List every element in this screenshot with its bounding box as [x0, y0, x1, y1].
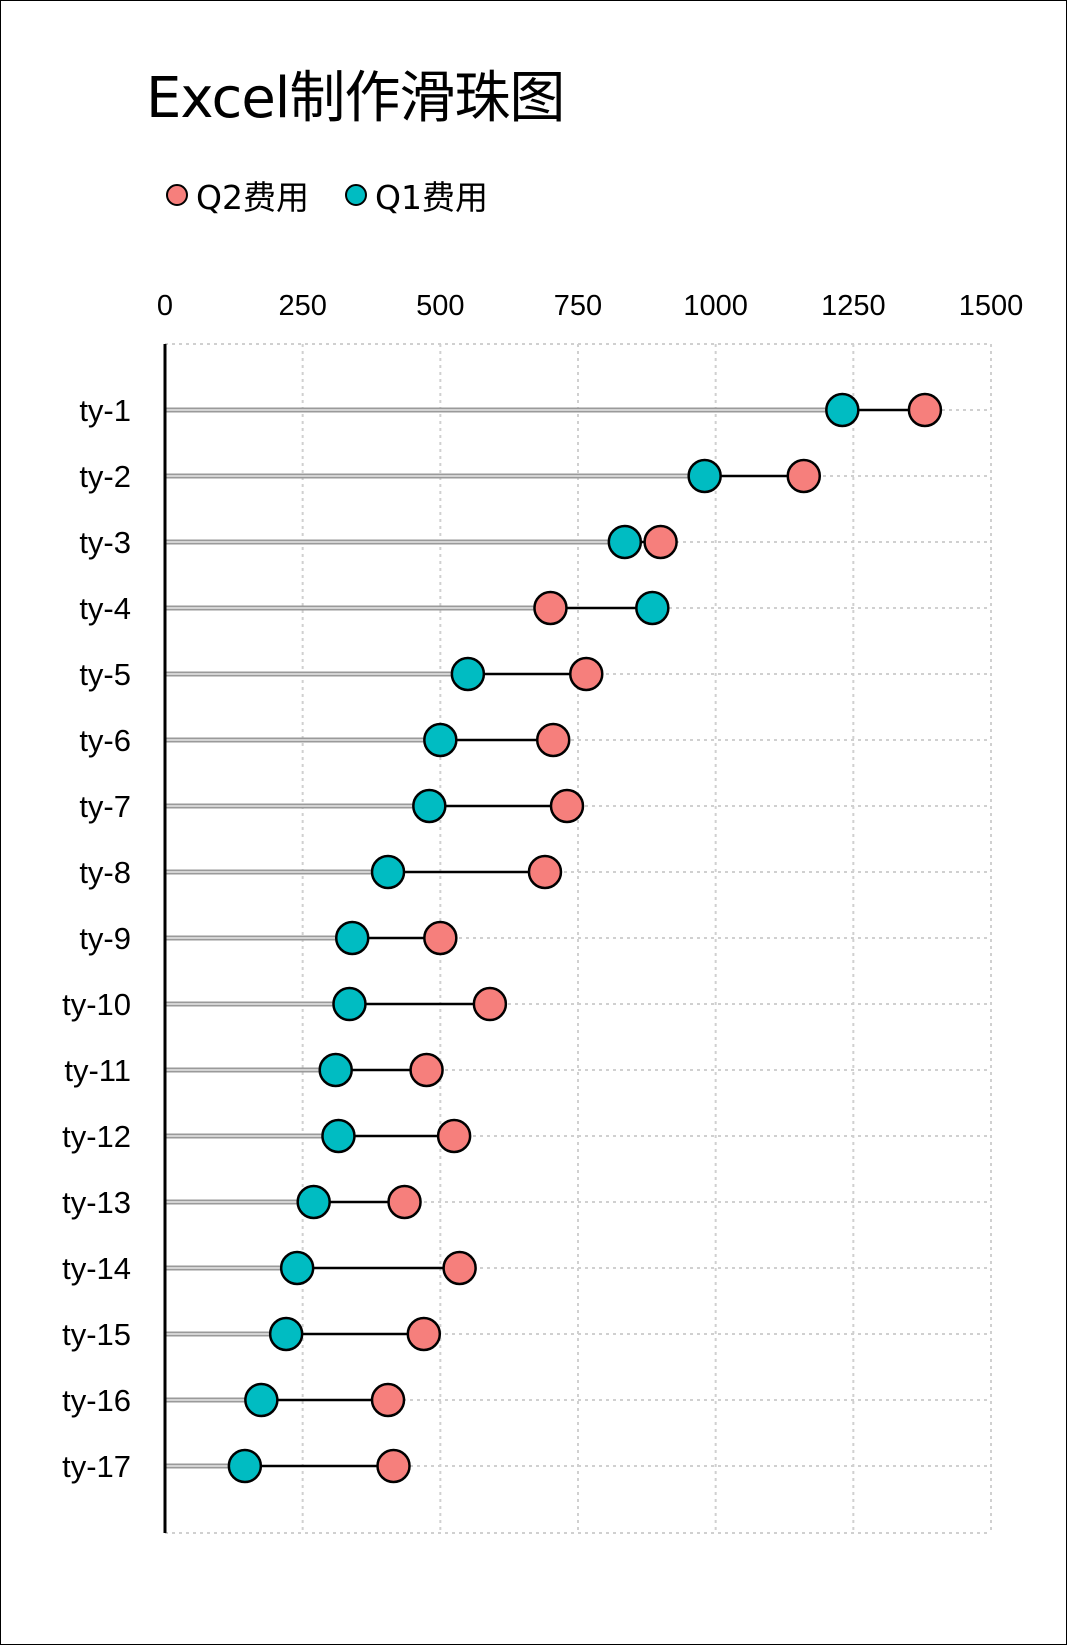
q1-point — [607, 524, 643, 560]
q2-point — [423, 920, 458, 956]
category-label: ty-15 — [62, 1317, 131, 1352]
category-label: ty-10 — [62, 987, 131, 1022]
q1-point — [423, 722, 458, 758]
q1-point — [268, 1316, 304, 1352]
q1-point — [412, 788, 447, 824]
q1-point — [450, 656, 486, 692]
q2-point — [533, 590, 568, 626]
category-label: ty-14 — [62, 1251, 131, 1286]
category-label: ty-8 — [79, 855, 131, 890]
category-label: ty-6 — [79, 723, 131, 758]
legend-swatch-q1 — [344, 184, 367, 206]
q2-point — [549, 788, 585, 824]
q2-point — [643, 524, 678, 560]
category-label: ty-5 — [79, 657, 131, 692]
q2-point — [535, 722, 571, 758]
legend: Q2费用 Q1费用 — [166, 171, 524, 219]
category-label: ty-3 — [79, 525, 131, 560]
q1-point — [318, 1052, 353, 1088]
q2-point — [406, 1316, 442, 1352]
q2-point — [409, 1052, 444, 1088]
q1-point — [334, 920, 370, 956]
q1-point — [296, 1184, 331, 1220]
q1-point — [227, 1448, 263, 1484]
q1-point — [635, 590, 670, 626]
q2-point — [907, 392, 943, 428]
x-tick-label: 250 — [278, 290, 326, 322]
category-label: ty-2 — [79, 459, 131, 494]
legend-label-q2: Q2费用 — [196, 178, 309, 217]
q2-point — [472, 986, 508, 1022]
q1-point — [687, 458, 722, 494]
q1-point — [279, 1250, 315, 1286]
category-label: ty-7 — [79, 789, 131, 824]
x-tick-label: 750 — [554, 290, 602, 322]
category-label: ty-4 — [79, 591, 131, 626]
category-label: ty-16 — [62, 1383, 131, 1418]
q2-point — [436, 1118, 472, 1154]
q1-point — [321, 1118, 356, 1154]
q2-point — [376, 1448, 411, 1484]
category-label: ty-12 — [62, 1119, 131, 1154]
x-tick-label: 500 — [416, 290, 464, 322]
x-tick-label: 1500 — [959, 290, 1024, 322]
category-label: ty-1 — [79, 393, 131, 428]
q2-point — [370, 1382, 406, 1418]
q2-point — [786, 458, 822, 494]
q2-point — [442, 1250, 477, 1286]
q1-point — [825, 392, 860, 428]
x-tick-label: 1250 — [821, 290, 886, 322]
q1-point — [370, 854, 406, 890]
legend-item-q1: Q1费用 — [344, 171, 488, 219]
legend-label-q1: Q1费用 — [374, 178, 488, 217]
q2-point — [527, 854, 563, 890]
q2-point — [387, 1184, 422, 1220]
category-label: ty-11 — [64, 1053, 131, 1088]
legend-swatch-q2 — [166, 184, 188, 206]
category-label: ty-9 — [79, 921, 131, 956]
q1-point — [332, 986, 367, 1022]
x-tick-label: 0 — [157, 290, 173, 322]
q1-point — [244, 1382, 279, 1418]
q2-point — [569, 656, 604, 692]
category-label: ty-17 — [62, 1449, 131, 1484]
chart-title: Excel制作滑珠图 — [146, 66, 565, 131]
category-label: ty-13 — [62, 1185, 131, 1220]
legend-item-q2: Q2费用 — [166, 171, 309, 219]
x-tick-label: 1000 — [683, 290, 748, 322]
